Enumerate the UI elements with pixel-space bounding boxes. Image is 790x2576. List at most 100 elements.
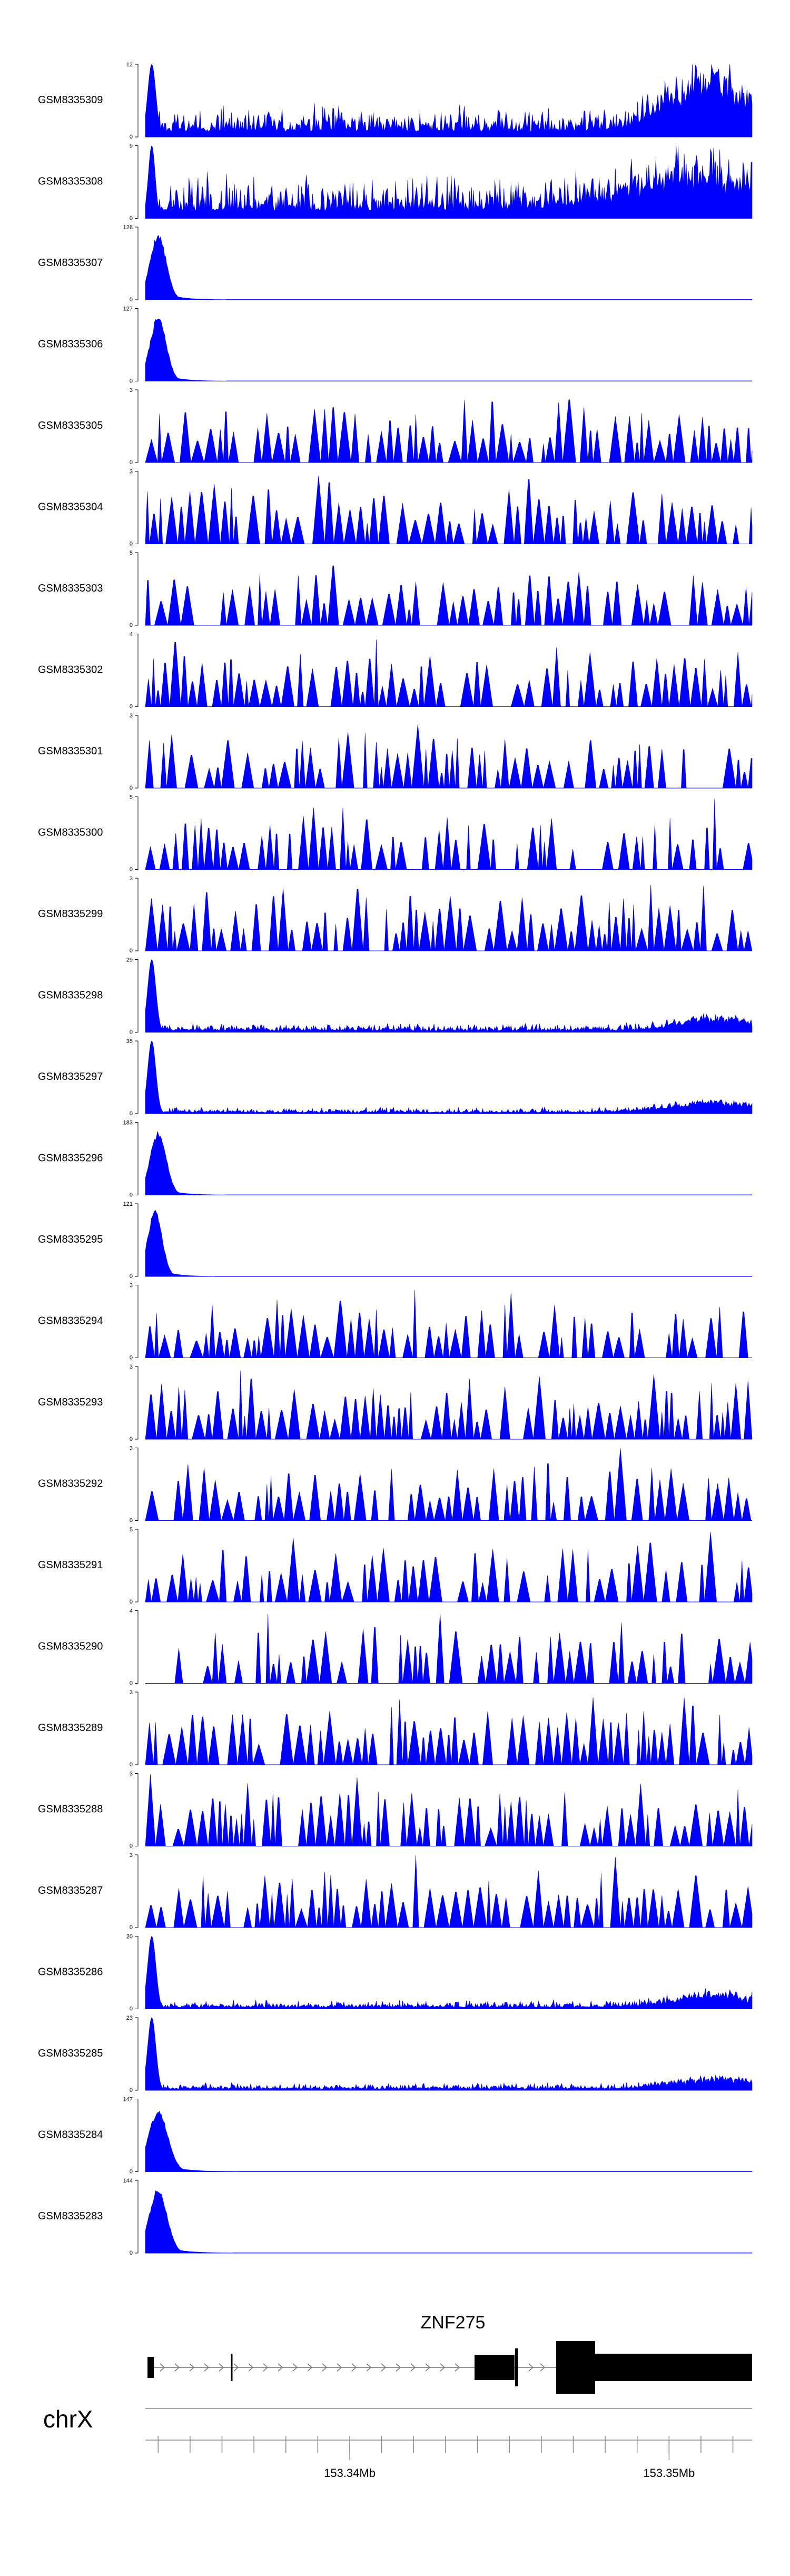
y-min-label: 0 bbox=[130, 1924, 133, 1931]
y-max-label: 4 bbox=[130, 1608, 133, 1615]
y-max-label: 35 bbox=[126, 1038, 133, 1045]
coverage-area bbox=[145, 2190, 753, 2254]
y-min-label: 0 bbox=[130, 867, 133, 873]
y-min-label: 0 bbox=[130, 1680, 133, 1687]
y-max-label: 4 bbox=[130, 632, 133, 638]
strand-arrow bbox=[381, 2363, 387, 2372]
y-max-label: 20 bbox=[126, 1934, 133, 1940]
coverage-area bbox=[145, 145, 753, 219]
strand-arrow bbox=[528, 2363, 534, 2372]
y-max-label: 5 bbox=[130, 550, 133, 556]
y-min-label: 0 bbox=[130, 297, 133, 303]
track-label: GSM8335287 bbox=[38, 1885, 103, 1896]
coverage-area bbox=[145, 318, 753, 381]
track-GSM8335288: GSM8335288 3 0 bbox=[38, 1771, 753, 1850]
x-tick-label: 153.34Mb bbox=[324, 2466, 376, 2480]
coverage-area bbox=[145, 1614, 753, 1684]
strand-arrow bbox=[410, 2363, 416, 2372]
strand-arrow bbox=[204, 2363, 210, 2372]
y-min-label: 0 bbox=[130, 1192, 133, 1198]
y-min-label: 0 bbox=[130, 541, 133, 547]
track-label: GSM8335294 bbox=[38, 1315, 103, 1327]
track-label: GSM8335304 bbox=[38, 502, 103, 513]
track-label: GSM8335283 bbox=[38, 2210, 103, 2222]
coverage-area bbox=[145, 1130, 753, 1195]
track-label: GSM8335288 bbox=[38, 1804, 103, 1815]
track-label: GSM8335286 bbox=[38, 1967, 103, 1978]
track-GSM8335307: GSM8335307 128 0 bbox=[38, 224, 753, 303]
y-min-label: 0 bbox=[130, 1355, 133, 1361]
y-max-label: 128 bbox=[123, 224, 133, 231]
track-label: GSM8335295 bbox=[38, 1234, 103, 1245]
track-GSM8335303: GSM8335303 5 0 bbox=[38, 550, 753, 628]
track-GSM8335284: GSM8335284 147 0 bbox=[38, 2097, 753, 2175]
coverage-area bbox=[145, 799, 753, 870]
y-min-label: 0 bbox=[130, 622, 133, 628]
coverage-area bbox=[145, 1697, 753, 1765]
track-GSM8335293: GSM8335293 3 0 bbox=[38, 1364, 753, 1442]
strand-arrow bbox=[455, 2363, 460, 2372]
exon bbox=[515, 2348, 518, 2386]
track-label: GSM8335305 bbox=[38, 420, 103, 431]
y-min-label: 0 bbox=[130, 2087, 133, 2093]
y-min-label: 0 bbox=[130, 2169, 133, 2175]
coverage-area bbox=[145, 2110, 753, 2172]
y-min-label: 0 bbox=[130, 1110, 133, 1117]
track-label: GSM8335306 bbox=[38, 339, 103, 350]
track-GSM8335299: GSM8335299 3 0 bbox=[38, 876, 753, 954]
strand-arrow bbox=[174, 2363, 180, 2372]
coverage-area bbox=[145, 1210, 753, 1277]
coverage-tracks: GSM8335309120GSM833530890GSM83353071280G… bbox=[38, 62, 753, 2256]
track-GSM8335298: GSM8335298 29 0 bbox=[38, 957, 753, 1036]
track-GSM8335287: GSM8335287 3 0 bbox=[38, 1852, 753, 1931]
track-GSM8335285: GSM8335285 23 0 bbox=[38, 2015, 753, 2093]
track-GSM8335292: GSM8335292 3 0 bbox=[38, 1446, 752, 1524]
track-label: GSM8335307 bbox=[38, 257, 103, 269]
y-min-label: 0 bbox=[130, 1436, 133, 1442]
y-min-label: 0 bbox=[130, 378, 133, 385]
coverage-area bbox=[145, 399, 753, 463]
coverage-area bbox=[145, 1855, 753, 1928]
track-GSM8335304: GSM8335304 3 0 bbox=[38, 469, 753, 547]
exon bbox=[147, 2357, 154, 2378]
y-min-label: 0 bbox=[130, 1762, 133, 1768]
y-max-label: 3 bbox=[130, 1852, 133, 1859]
y-min-label: 0 bbox=[130, 1273, 133, 1280]
y-max-label: 3 bbox=[130, 1446, 133, 1452]
y-max-label: 3 bbox=[130, 387, 133, 394]
strand-arrow bbox=[396, 2363, 401, 2372]
y-min-label: 0 bbox=[130, 1518, 133, 1524]
y-min-label: 0 bbox=[130, 704, 133, 710]
coverage-area bbox=[145, 1531, 753, 1602]
y-max-label: 5 bbox=[130, 1527, 133, 1533]
track-GSM8335283: GSM8335283 144 0 bbox=[38, 2178, 753, 2256]
strand-arrow bbox=[248, 2363, 254, 2372]
track-GSM8335302: GSM8335302 4 0 bbox=[38, 632, 753, 710]
track-GSM8335289: GSM8335289 3 0 bbox=[38, 1689, 753, 1768]
y-max-label: 3 bbox=[130, 713, 133, 719]
coverage-area bbox=[145, 724, 753, 789]
y-min-label: 0 bbox=[130, 2006, 133, 2012]
track-label: GSM8335299 bbox=[38, 908, 103, 920]
track-label: GSM8335285 bbox=[38, 2048, 103, 2059]
track-GSM8335296: GSM8335296 183 0 bbox=[38, 1120, 753, 1198]
y-max-label: 3 bbox=[130, 1283, 133, 1289]
track-label: GSM8335298 bbox=[38, 990, 103, 1001]
coverage-area bbox=[145, 235, 753, 300]
y-min-label: 0 bbox=[130, 2250, 133, 2256]
track-label: GSM8335289 bbox=[38, 1722, 103, 1734]
strand-arrow bbox=[278, 2363, 283, 2372]
coverage-area bbox=[145, 2017, 753, 2091]
coverage-area bbox=[145, 640, 753, 707]
y-min-label: 0 bbox=[130, 785, 133, 791]
gene-name: ZNF275 bbox=[421, 2313, 486, 2333]
y-min-label: 0 bbox=[130, 215, 133, 222]
strand-arrow bbox=[160, 2363, 165, 2372]
gene-track: ZNF275 bbox=[147, 2313, 752, 2394]
track-GSM8335306: GSM8335306 127 0 bbox=[38, 306, 753, 385]
y-max-label: 29 bbox=[126, 957, 133, 963]
strand-arrow bbox=[425, 2363, 431, 2372]
coverage-area bbox=[145, 884, 753, 951]
track-GSM8335305: GSM8335305 3 0 bbox=[38, 387, 753, 466]
